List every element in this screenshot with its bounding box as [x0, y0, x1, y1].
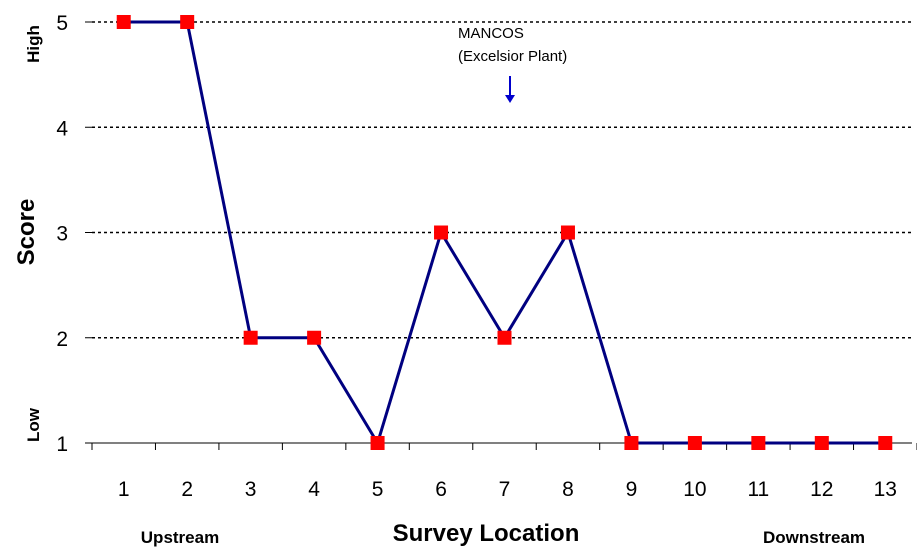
annotation-line2: (Excelsior Plant) [458, 48, 567, 65]
y-tick-label-3: 3 [56, 223, 68, 246]
data-point-9 [624, 436, 639, 450]
x-tick-label-9: 9 [626, 478, 638, 501]
x-tick-label-1: 1 [118, 478, 130, 501]
data-point-4 [307, 330, 322, 345]
data-point-6 [434, 225, 449, 240]
x-tick-label-2: 2 [181, 478, 193, 501]
data-point-3 [243, 330, 258, 345]
gridlines [92, 21, 912, 339]
x-axis-title: Survey Location [393, 520, 580, 547]
data-point-2 [180, 15, 195, 29]
x-tick-label-6: 6 [435, 478, 447, 501]
x-right-label: Downstream [763, 528, 865, 547]
y-low-label: Low [24, 407, 43, 442]
data-point-7 [497, 330, 512, 345]
data-series [116, 15, 893, 450]
y-tick-label-1: 1 [56, 433, 68, 456]
data-point-5 [370, 436, 385, 450]
data-point-13 [878, 436, 893, 450]
x-tick-label-11: 11 [747, 478, 769, 501]
x-tick-label-13: 13 [874, 478, 897, 501]
x-tick-label-4: 4 [308, 478, 320, 501]
y-tick-label-4: 4 [56, 117, 68, 140]
x-tick-label-8: 8 [562, 478, 574, 501]
x-tick-label-7: 7 [499, 478, 511, 501]
x-tick-label-10: 10 [683, 478, 706, 501]
data-point-10 [687, 436, 702, 450]
annotation-line1: MANCOS [458, 25, 524, 42]
axes [85, 21, 917, 450]
data-point-1 [116, 15, 131, 29]
y-tick-label-5: 5 [56, 12, 68, 35]
y-high-label: High [24, 25, 43, 63]
x-left-label: Upstream [141, 528, 219, 547]
y-axis-title: Score [13, 199, 40, 266]
x-tick-label-3: 3 [245, 478, 257, 501]
y-tick-label-2: 2 [56, 328, 68, 351]
data-point-12 [814, 436, 829, 450]
x-tick-label-5: 5 [372, 478, 384, 501]
data-point-11 [751, 436, 766, 450]
annotation-arrow-icon [505, 76, 515, 103]
data-point-8 [560, 225, 575, 240]
x-tick-label-12: 12 [810, 478, 833, 501]
